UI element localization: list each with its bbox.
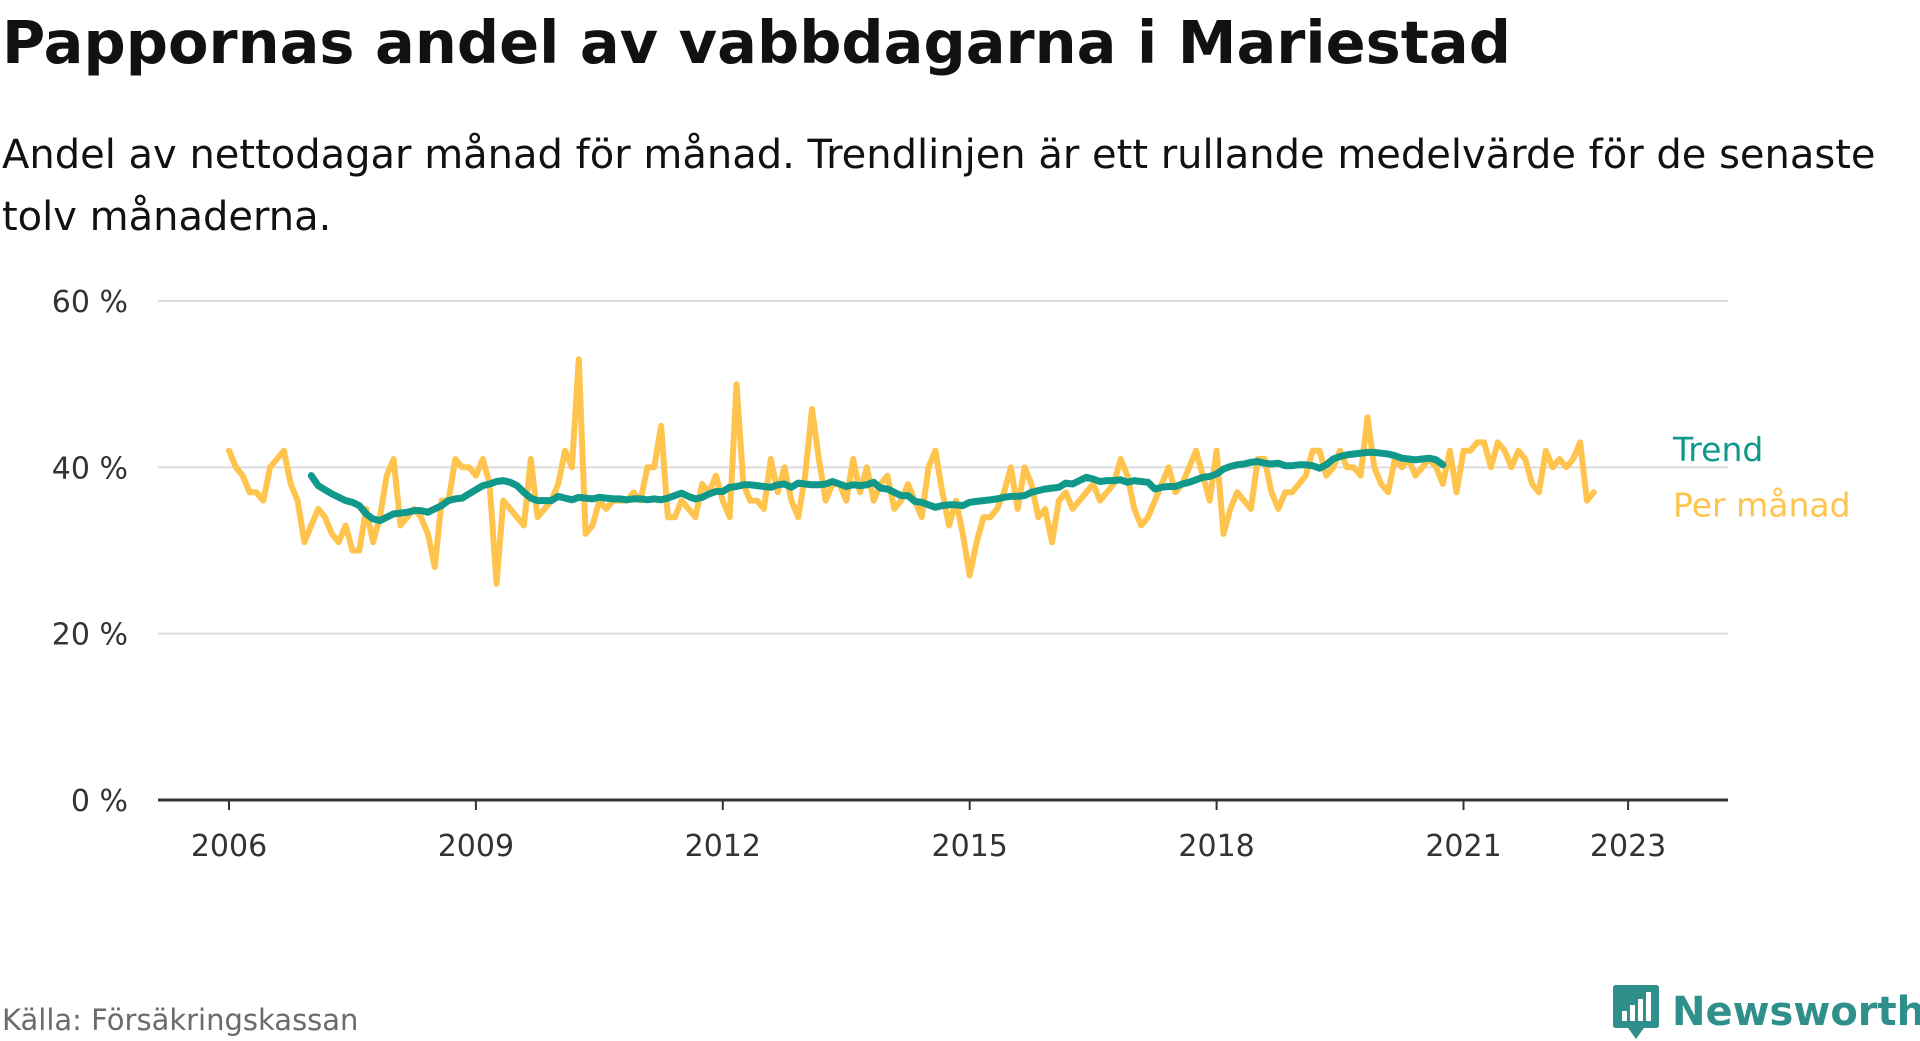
- series-labels: Per månad Trend: [1672, 430, 1851, 524]
- x-tick-label: 2012: [685, 829, 761, 864]
- y-axis-ticks: 0 % 20 % 40 % 60 %: [52, 285, 128, 819]
- monthly-label: Per månad: [1673, 485, 1851, 524]
- x-tick-label: 2018: [1178, 829, 1254, 864]
- source-note: Källa: Försäkringskassan: [2, 1003, 359, 1037]
- x-tick-label: 2009: [438, 829, 514, 864]
- brand-logo[interactable]: Newsworthy: [1612, 983, 1920, 1041]
- chart-subtitle: Andel av nettodagar månad för månad. Tre…: [2, 132, 1876, 240]
- trend-line: [307, 448, 1447, 525]
- bar-chart-icon: [1613, 985, 1659, 1039]
- y-tick-label: 40 %: [52, 451, 128, 486]
- brand-name: Newsworthy: [1672, 989, 1920, 1035]
- x-tick-label: 2006: [191, 829, 267, 864]
- monthly-line: [226, 356, 1597, 587]
- y-tick-label: 60 %: [52, 285, 128, 320]
- x-tick-label: 2021: [1425, 829, 1501, 864]
- grid-lines: [158, 300, 1728, 802]
- y-tick-label: 0 %: [71, 784, 128, 819]
- trend-label: Trend: [1672, 430, 1763, 469]
- x-tick-label: 2023: [1590, 829, 1666, 864]
- x-tick-label: 2015: [932, 829, 1008, 864]
- x-axis-ticks: 2006 2009 2012 2015 2018 2021 2023: [191, 800, 1666, 864]
- line-chart: 0 % 20 % 40 % 60 % 2006 2009 2012 2015 2018 2021…: [52, 285, 1851, 864]
- series: [226, 356, 1597, 587]
- chart-title: Pappornas andel av vabbdagarna i Mariest…: [2, 8, 1511, 77]
- y-tick-label: 20 %: [52, 618, 128, 653]
